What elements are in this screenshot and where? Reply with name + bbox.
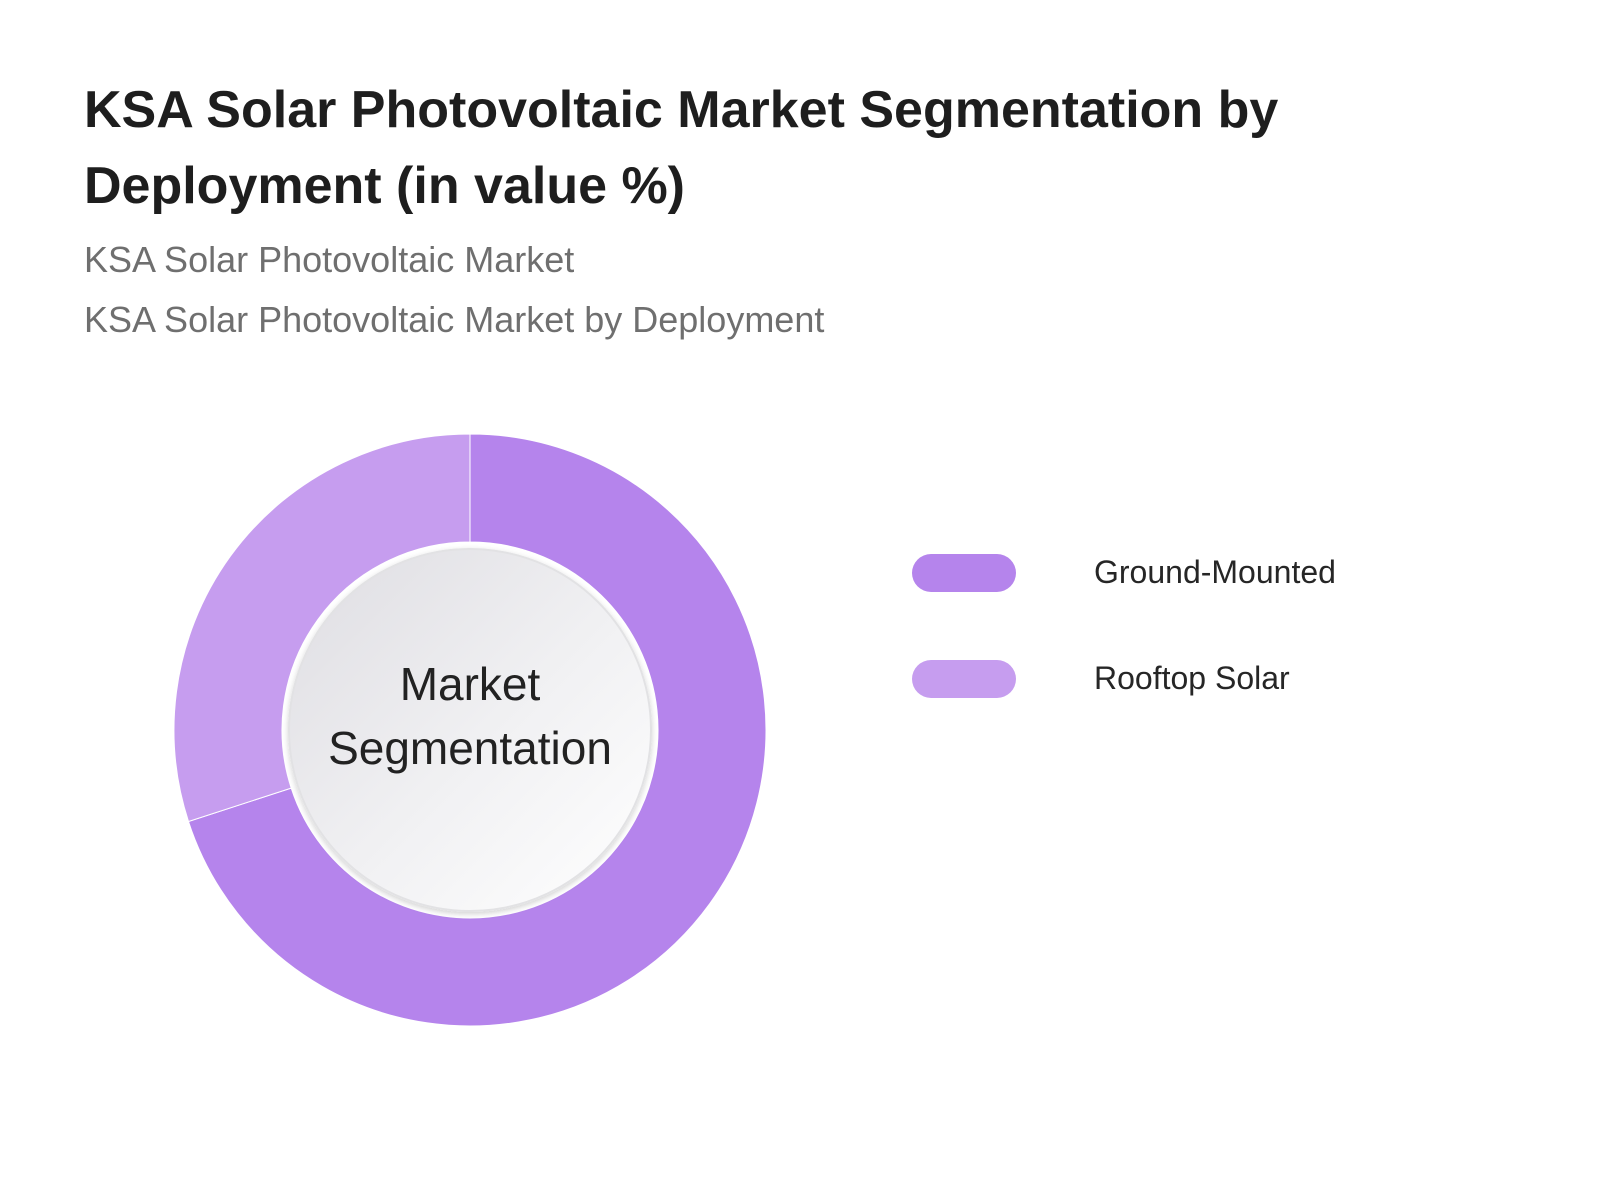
subtitle-market: KSA Solar Photovoltaic Market (84, 239, 575, 280)
donut-center-label: Market Segmentation (288, 652, 652, 780)
legend-swatch-ground-mounted (912, 554, 1016, 592)
legend-label-rooftop-solar: Rooftop Solar (1094, 660, 1290, 696)
subtitle-deployment: KSA Solar Photovoltaic Market by Deploym… (84, 299, 825, 340)
center-label-line-1: Market (399, 658, 541, 710)
legend-label-ground-mounted: Ground-Mounted (1094, 554, 1336, 590)
chart-title: KSA Solar Photovoltaic Market Segmentati… (84, 81, 1279, 215)
legend-swatch-rooftop-solar (912, 660, 1016, 698)
center-label-line-2: Segmentation (328, 722, 612, 774)
donut-center-face (288, 548, 652, 912)
